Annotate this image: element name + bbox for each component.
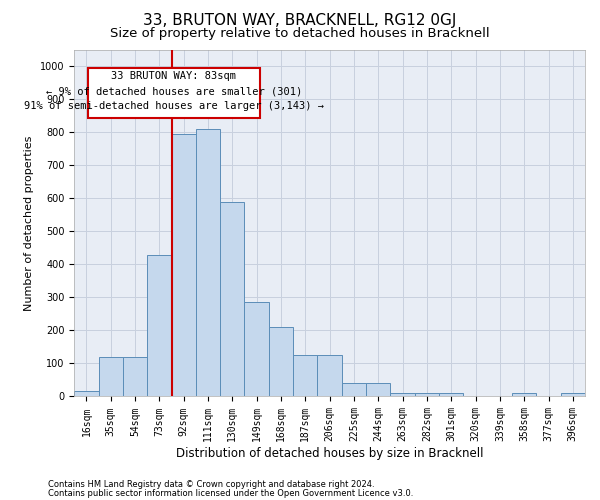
- Bar: [366, 384, 391, 396]
- Bar: [439, 393, 463, 396]
- Text: 33 BRUTON WAY: 83sqm: 33 BRUTON WAY: 83sqm: [112, 72, 236, 82]
- Text: ← 9% of detached houses are smaller (301): ← 9% of detached houses are smaller (301…: [46, 86, 302, 97]
- Bar: [74, 390, 98, 396]
- Text: Size of property relative to detached houses in Bracknell: Size of property relative to detached ho…: [110, 28, 490, 40]
- Text: 33, BRUTON WAY, BRACKNELL, RG12 0GJ: 33, BRUTON WAY, BRACKNELL, RG12 0GJ: [143, 12, 457, 28]
- Bar: [560, 393, 585, 396]
- Bar: [391, 392, 415, 396]
- Text: Contains public sector information licensed under the Open Government Licence v3: Contains public sector information licen…: [48, 488, 413, 498]
- Bar: [172, 134, 196, 396]
- Bar: [269, 327, 293, 396]
- Bar: [147, 254, 172, 396]
- Bar: [512, 393, 536, 396]
- Bar: [220, 202, 244, 396]
- Bar: [342, 384, 366, 396]
- Text: Contains HM Land Registry data © Crown copyright and database right 2024.: Contains HM Land Registry data © Crown c…: [48, 480, 374, 489]
- Y-axis label: Number of detached properties: Number of detached properties: [25, 136, 34, 311]
- Bar: [98, 357, 123, 397]
- Bar: [317, 355, 342, 397]
- Bar: [415, 393, 439, 396]
- FancyBboxPatch shape: [88, 68, 260, 117]
- Bar: [244, 302, 269, 396]
- Bar: [196, 129, 220, 396]
- Bar: [123, 357, 147, 397]
- Text: 91% of semi-detached houses are larger (3,143) →: 91% of semi-detached houses are larger (…: [24, 101, 324, 111]
- Bar: [293, 355, 317, 397]
- X-axis label: Distribution of detached houses by size in Bracknell: Distribution of detached houses by size …: [176, 447, 484, 460]
